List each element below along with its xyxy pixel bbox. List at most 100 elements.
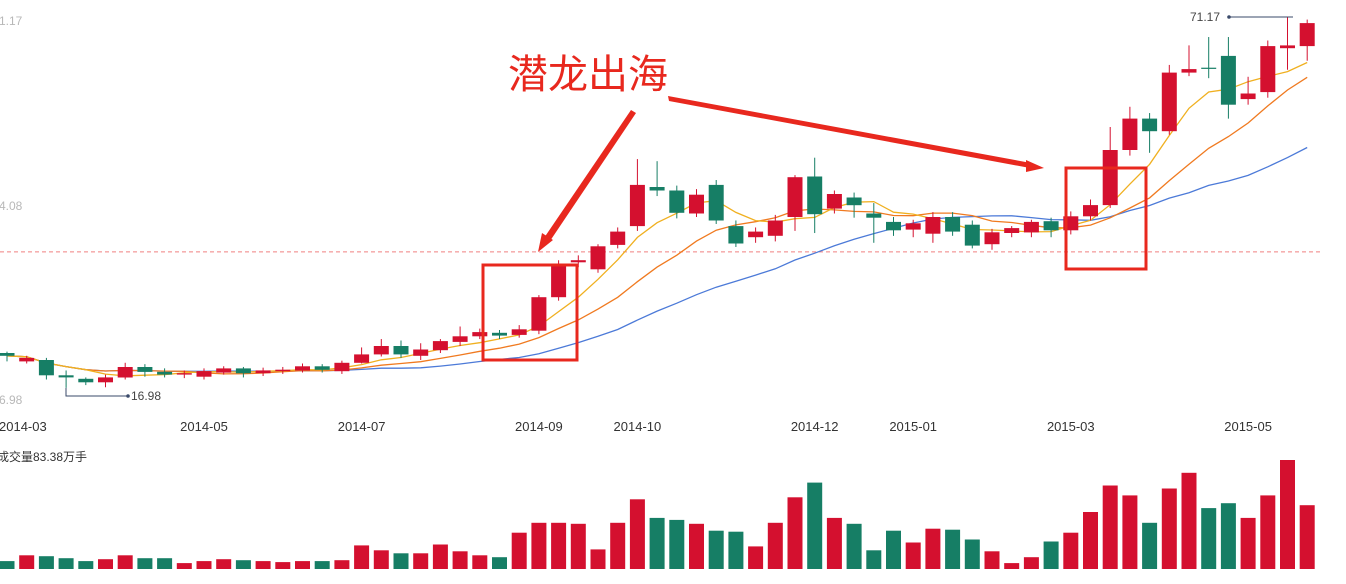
volume-bar: [610, 522, 626, 569]
candle: [334, 360, 350, 374]
candle: [728, 220, 744, 247]
candle-body: [1142, 118, 1158, 132]
candle: [649, 161, 665, 197]
candle-body: [196, 371, 212, 377]
min-marker: 16.98: [65, 388, 161, 403]
candle: [1083, 199, 1098, 221]
candle: [807, 157, 823, 234]
volume-bar: [216, 559, 232, 569]
volume-bar: [590, 549, 606, 569]
volume-bar: [492, 557, 507, 569]
volume-bar: [1023, 557, 1039, 569]
candle: [19, 355, 35, 364]
candle: [432, 339, 448, 354]
volume-bar: [98, 559, 113, 569]
candle-body: [531, 297, 547, 331]
volume-bar: [78, 561, 94, 569]
volume-bar: [1181, 472, 1197, 569]
candle: [708, 180, 724, 224]
annotation: 潜龙出海: [481, 52, 1148, 362]
x-tick-label: 2015-05: [1224, 419, 1272, 434]
candle-body: [452, 336, 468, 342]
candle-body: [826, 194, 842, 209]
candle: [1122, 106, 1138, 156]
candle-body: [432, 341, 448, 351]
max-marker: 71.17: [1190, 10, 1293, 24]
max-value-label: 71.17: [1190, 10, 1220, 24]
candle: [511, 325, 527, 338]
volume-bar: [0, 561, 15, 569]
candle-body: [945, 217, 961, 232]
volume-bar: [275, 562, 291, 569]
candle-body: [669, 190, 685, 213]
candle: [295, 363, 310, 373]
candle-body: [728, 226, 744, 244]
candle-body: [925, 217, 941, 234]
candle-body: [275, 369, 291, 372]
candle: [826, 190, 842, 214]
candle: [1201, 37, 1217, 79]
candle: [1142, 113, 1158, 153]
candle-body: [1004, 228, 1020, 233]
candle-body: [1240, 93, 1256, 100]
candle: [1161, 64, 1177, 135]
candle-body: [176, 373, 192, 375]
y-axis-label-bottom: 6.98: [0, 393, 23, 407]
volume-bar: [728, 531, 744, 569]
candle-body: [1201, 67, 1217, 69]
candle-body: [649, 187, 665, 191]
candle-body: [551, 263, 567, 298]
volume-bar: [767, 522, 783, 569]
volume-bar: [117, 555, 133, 569]
candle-body: [1161, 72, 1177, 132]
x-tick-label: 2014-12: [791, 419, 839, 434]
volume-bar: [905, 542, 921, 569]
volume-bar: [235, 560, 251, 569]
moving-average-layer: [6, 61, 1308, 377]
volume-bar: [886, 530, 901, 569]
candle: [1260, 40, 1276, 98]
candle: [196, 368, 212, 380]
candle-body: [689, 194, 704, 214]
candle-body: [1122, 118, 1138, 150]
volume-bar: [1260, 495, 1276, 569]
volume-bar: [807, 482, 823, 569]
candle-body: [1023, 221, 1039, 233]
candle-body: [38, 360, 54, 376]
volume-bar: [58, 558, 74, 569]
volume-bar: [689, 523, 704, 569]
candle-body: [354, 354, 370, 363]
candle: [748, 227, 764, 243]
volume-bar: [629, 499, 645, 569]
x-tick-label: 2014-03: [0, 419, 47, 434]
volume-bar: [748, 546, 764, 569]
candle: [58, 370, 74, 388]
candle: [472, 328, 488, 340]
axis-labels-layer: 2014-03 2014-05 2014-07 2014-09 2014-10 2014-…: [0, 419, 1272, 434]
min-value-label: 16.98: [131, 389, 161, 403]
annotation-arrow-1-shaft: [544, 110, 636, 241]
volume-bar: [452, 551, 468, 569]
candle-body: [235, 368, 251, 374]
annotation-arrow-2-shaft: [668, 96, 1031, 168]
candle-body: [98, 377, 113, 383]
candle-body: [1102, 150, 1118, 206]
volume-bar: [846, 523, 862, 569]
candle: [354, 347, 370, 364]
x-tick-label: 2015-03: [1047, 419, 1095, 434]
candle: [1280, 17, 1295, 70]
volume-bar: [945, 529, 961, 569]
volume-bar: [1220, 503, 1236, 569]
candle-body: [413, 349, 429, 356]
volume-bar: [19, 555, 35, 569]
volume-bar: [1083, 512, 1098, 569]
candle: [275, 366, 291, 374]
volume-bar: [570, 523, 586, 569]
candle-body: [157, 371, 173, 375]
volume-bar: [1299, 505, 1315, 569]
volume-bar: [1004, 563, 1020, 569]
candle: [117, 362, 133, 380]
candle: [590, 244, 606, 273]
candle-body: [19, 357, 35, 362]
annotation-arrow-2-head: [1026, 160, 1044, 172]
